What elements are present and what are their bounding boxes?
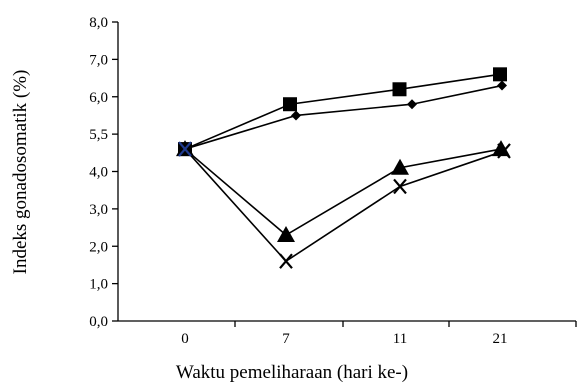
y-tick-label: 0,0 <box>89 314 108 330</box>
series-line-diamond <box>184 84 503 150</box>
series-line-cross <box>184 148 505 263</box>
series-line-triangle <box>184 148 502 237</box>
data-point-cross <box>497 143 511 159</box>
y-tick-label: 8,0 <box>89 15 108 31</box>
y-axis-title: Indeks gonadosomatik (%) <box>10 70 31 275</box>
axes <box>117 22 576 322</box>
data-point-diamond <box>497 80 507 91</box>
y-tick-label: 5,5 <box>89 127 108 143</box>
data-point-square <box>493 67 507 82</box>
x-tick-label: 0 <box>181 331 189 347</box>
data-point-diamond <box>407 99 417 110</box>
data-point-square <box>283 97 297 112</box>
y-tick-label: 4,0 <box>89 165 108 181</box>
x-axis-title: Waktu pemeliharaan (hari ke-) <box>176 362 408 383</box>
x-ticks: 0 7 11 21 <box>181 321 577 347</box>
x-tick-label: 11 <box>393 331 407 347</box>
data-point-triangle <box>277 226 295 243</box>
series-lines <box>184 73 505 263</box>
y-tick-label: 6,0 <box>89 90 108 106</box>
data-point-cross <box>393 178 407 195</box>
series-line-square <box>184 73 501 150</box>
data-point-cross <box>279 253 293 269</box>
y-ticks: 0,0 1,0 2,0 3,0 4,0 5,5 6,0 7,0 8,0 <box>89 15 118 330</box>
y-tick-label: 3,0 <box>89 202 108 218</box>
data-point-diamond <box>291 110 301 121</box>
data-point-square <box>392 82 407 97</box>
data-point-cross <box>178 141 192 157</box>
series-markers <box>176 67 511 269</box>
y-tick-label: 1,0 <box>89 277 108 293</box>
x-tick-label: 7 <box>282 331 290 347</box>
data-point-triangle <box>391 158 409 175</box>
y-tick-label: 2,0 <box>89 239 108 255</box>
y-tick-label: 7,0 <box>89 52 108 68</box>
x-tick-label: 21 <box>493 331 508 347</box>
